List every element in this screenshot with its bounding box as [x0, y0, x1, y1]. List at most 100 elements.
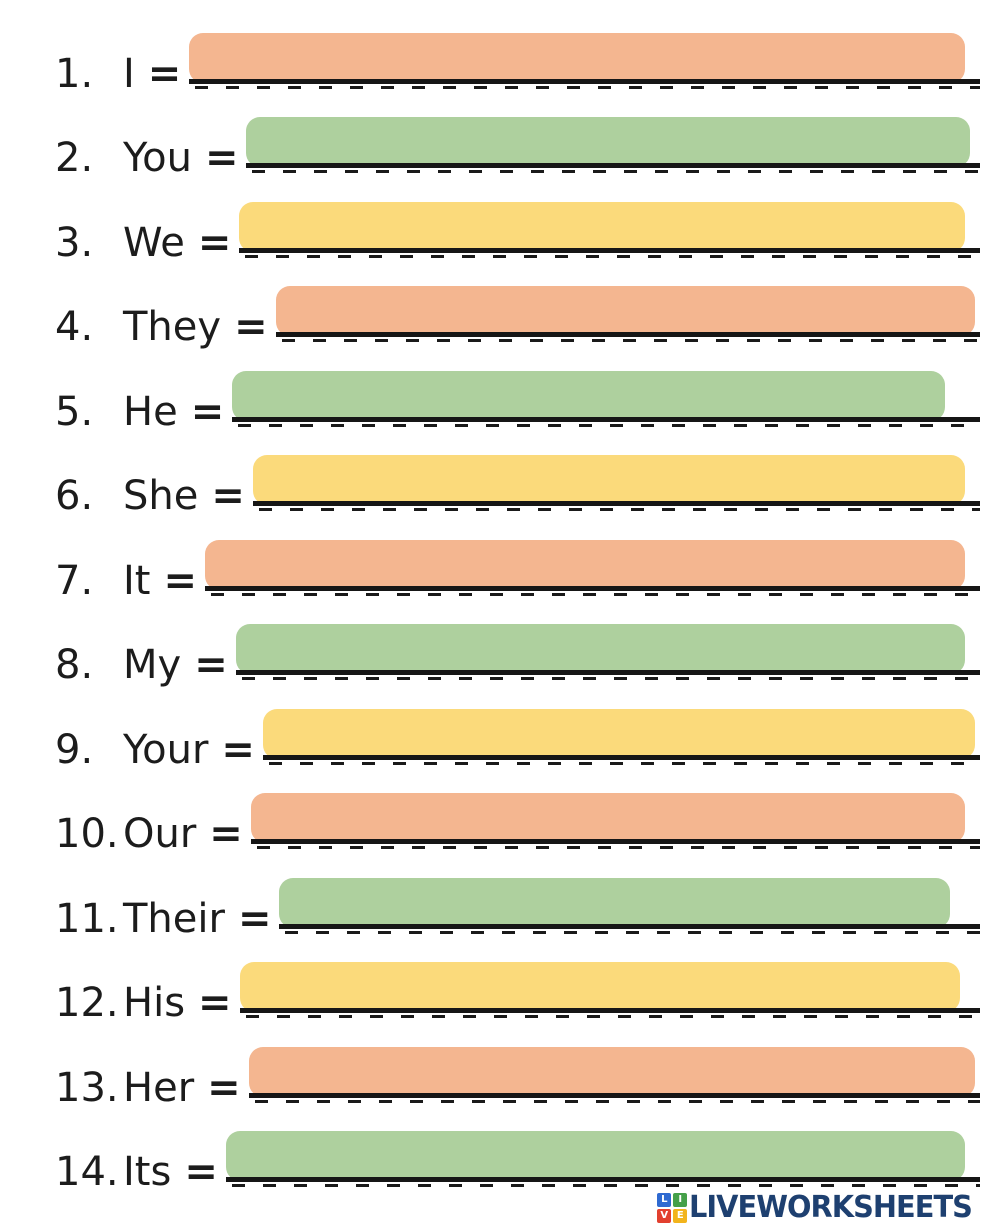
worksheet-row: 13. Her =	[55, 1018, 981, 1108]
answer-input-box[interactable]	[239, 962, 960, 1012]
row-prompt: 6. She =	[55, 476, 251, 516]
answer-underline	[239, 247, 980, 258]
answer-input-box[interactable]	[235, 624, 965, 674]
item-number: 11.	[55, 895, 119, 942]
logo-cell-v: V	[657, 1209, 672, 1223]
item-number: 12.	[55, 980, 119, 1026]
pronoun-label: They	[123, 304, 222, 350]
equals-sign: =	[198, 980, 232, 1026]
liveworksheets-logo[interactable]: L I V E LIVEWORKSHEETS	[657, 1193, 984, 1223]
answer-underline	[246, 163, 980, 173]
item-number: 10.	[55, 811, 119, 857]
item-number: 7.	[55, 557, 94, 604]
answer-area	[275, 258, 981, 342]
pronoun-label: We	[123, 219, 185, 266]
answer-underline	[250, 839, 981, 849]
row-prompt: 11. Their =	[55, 899, 277, 939]
row-prompt: 4. They =	[55, 307, 274, 347]
answer-area	[250, 765, 981, 849]
answer-input-box[interactable]	[275, 286, 975, 336]
answer-input-box[interactable]	[252, 455, 965, 505]
pronoun-label: Her	[123, 1064, 195, 1111]
row-prompt: 3. We =	[55, 223, 237, 263]
equals-sign: =	[234, 304, 268, 350]
answer-area	[239, 934, 981, 1018]
answer-input-box[interactable]	[205, 539, 965, 590]
answer-input-box[interactable]	[246, 117, 970, 167]
answer-area	[225, 1103, 981, 1187]
row-prompt: 5. He =	[55, 392, 230, 432]
item-number: 2.	[55, 135, 94, 181]
equals-sign: =	[209, 811, 243, 857]
equals-sign: =	[211, 473, 245, 519]
item-number: 14.	[55, 1149, 119, 1195]
item-number: 9.	[55, 726, 94, 773]
item-number: 5.	[55, 388, 94, 435]
worksheet-row: 10. Our =	[55, 765, 981, 854]
answer-input-box[interactable]	[189, 32, 965, 83]
worksheet-row: 7. It =	[55, 511, 980, 601]
answer-input-box[interactable]	[248, 1046, 975, 1097]
pronoun-label: Our	[123, 811, 197, 857]
answer-underline	[275, 332, 981, 342]
worksheet-row: 1. I =	[55, 4, 980, 94]
pronoun-label: She	[123, 473, 199, 519]
answer-underline	[248, 1092, 981, 1103]
row-prompt: 12. His =	[55, 983, 238, 1023]
answer-underline	[235, 670, 981, 680]
item-number: 6.	[55, 473, 94, 519]
pronoun-label: Its	[123, 1149, 172, 1195]
pronoun-label: He	[123, 388, 178, 435]
logo-text: LIVEWORKSHEETS	[689, 1190, 973, 1225]
worksheet-row: 14. Its =	[55, 1103, 981, 1192]
row-prompt: 2. You =	[55, 138, 244, 178]
answer-underline	[279, 923, 980, 934]
item-number: 8.	[55, 642, 94, 688]
answer-area	[246, 89, 980, 173]
answer-area	[252, 427, 981, 511]
equals-sign: =	[190, 388, 225, 435]
equals-sign: =	[184, 1149, 218, 1195]
logo-cell-i: I	[673, 1193, 688, 1207]
pronoun-label: My	[123, 642, 182, 688]
answer-area	[239, 173, 980, 258]
answer-input-box[interactable]	[279, 877, 950, 928]
logo-cell-e: E	[673, 1209, 688, 1223]
liveworksheets-grid-icon: L I V E	[657, 1193, 688, 1223]
row-prompt: 9. Your =	[55, 730, 261, 770]
pronoun-label: It	[123, 557, 151, 604]
answer-underline	[189, 78, 980, 89]
worksheet-row: 2. You =	[55, 89, 980, 178]
equals-sign: =	[237, 895, 272, 942]
footer: L I V E LIVEWORKSHEETS	[657, 1193, 984, 1223]
row-prompt: 1. I =	[55, 54, 187, 94]
equals-sign: =	[207, 1064, 241, 1111]
row-prompt: 8. My =	[55, 645, 234, 685]
answer-input-box[interactable]	[225, 1131, 965, 1181]
equals-sign: =	[194, 642, 228, 688]
pronoun-label: I	[123, 50, 135, 97]
answer-input-box[interactable]	[262, 708, 975, 759]
answer-area	[189, 4, 980, 89]
item-number: 3.	[55, 219, 94, 266]
equals-sign: =	[163, 557, 197, 604]
row-prompt: 14. Its =	[55, 1152, 224, 1192]
answer-input-box[interactable]	[250, 793, 965, 843]
answer-underline	[232, 416, 980, 427]
answer-input-box[interactable]	[239, 201, 965, 252]
answer-underline	[205, 585, 980, 596]
pronoun-label: You	[123, 135, 192, 181]
pronoun-label: Their	[123, 895, 225, 942]
worksheet-row: 3. We =	[55, 173, 980, 263]
answer-area	[248, 1018, 981, 1103]
item-number: 1.	[55, 50, 94, 97]
worksheet-row: 8. My =	[55, 596, 981, 685]
answer-input-box[interactable]	[232, 370, 945, 421]
answer-underline	[239, 1008, 981, 1018]
row-prompt: 7. It =	[55, 561, 203, 601]
worksheet-row: 9. Your =	[55, 680, 981, 770]
answer-area	[262, 680, 981, 765]
worksheet-row: 5. He =	[55, 342, 980, 432]
pronoun-label: Your	[123, 726, 209, 773]
